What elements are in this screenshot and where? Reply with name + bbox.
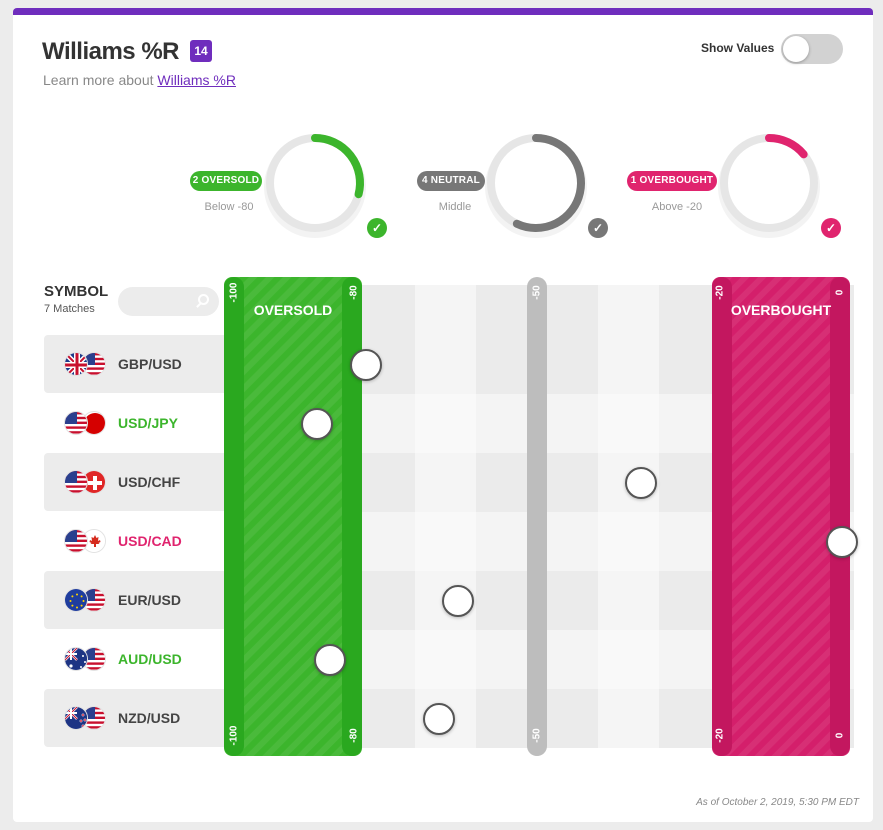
symbol-header: SYMBOL: [44, 283, 109, 300]
table-row[interactable]: AUD/USD: [44, 630, 224, 688]
search-icon[interactable]: [198, 294, 209, 305]
flag-pair: [64, 411, 108, 435]
tick-label-bottom: -100: [228, 725, 240, 746]
learn-more-text: Learn more about Williams %R: [43, 72, 236, 88]
flag-us-icon: [64, 411, 88, 435]
table-row[interactable]: NZD/USD: [44, 689, 224, 747]
symbol-search-input[interactable]: [118, 287, 219, 316]
pill-oversold: 2 OVERSOLD: [190, 171, 262, 191]
check-icon-oversold: ✓: [367, 218, 387, 238]
flag-pair: [64, 706, 108, 730]
ring-percent-value: 14: [752, 170, 777, 195]
tick-label-bottom: 0: [834, 732, 846, 739]
symbol-label[interactable]: EUR/USD: [118, 592, 182, 608]
value-marker[interactable]: [350, 348, 383, 381]
table-row[interactable]: USD/CAD: [44, 512, 224, 570]
zone-title-oversold: OVERSOLD: [253, 302, 333, 318]
page-title: Williams %R: [42, 38, 180, 65]
symbol-label[interactable]: USD/CAD: [118, 533, 182, 549]
table-row[interactable]: USD/JPY: [44, 394, 224, 452]
table-row[interactable]: EUR/USD: [44, 571, 224, 629]
symbol-label[interactable]: USD/CHF: [118, 474, 181, 490]
symbol-label[interactable]: NZD/USD: [118, 710, 181, 726]
ring-percent-value: 57: [519, 170, 544, 195]
flag-pair: [64, 352, 108, 376]
flag-us-icon: [64, 529, 88, 553]
percent-sign: %: [543, 173, 553, 185]
check-icon-overbought: ✓: [821, 218, 841, 238]
pill-neutral: 4 NEUTRAL: [417, 171, 485, 191]
table-row[interactable]: USD/CHF: [44, 453, 224, 511]
percent-sign: %: [322, 173, 332, 185]
flag-pair: [64, 647, 108, 671]
pill-overbought: 1 OVERBOUGHT: [627, 171, 717, 191]
show-values-toggle[interactable]: [781, 34, 843, 64]
tick-label-top: -100: [228, 282, 240, 303]
sub-overbought: Above -20: [651, 201, 703, 213]
flag-us-icon: [82, 647, 106, 671]
flag-eu-icon: [64, 588, 88, 612]
learn-more-prefix: Learn more about: [43, 72, 158, 88]
zone-title-overbought: OVERBOUGHT: [730, 302, 832, 318]
value-marker[interactable]: [301, 407, 334, 440]
value-marker[interactable]: [826, 525, 858, 558]
ring-percent-oversold: 29%: [265, 170, 365, 196]
tick-label-top: 0: [834, 289, 846, 296]
tick-label-bottom: -80: [348, 728, 360, 743]
tick-label-top: -20: [714, 285, 726, 300]
value-marker[interactable]: [313, 643, 346, 676]
ring-percent-neutral: 57%: [486, 170, 586, 196]
value-marker[interactable]: [423, 702, 456, 735]
tick-label-top: -80: [348, 285, 360, 300]
matches-count: 7 Matches: [44, 303, 95, 315]
flag-nz-icon: [64, 706, 88, 730]
flag-pair: [64, 470, 108, 494]
symbol-label[interactable]: GBP/USD: [118, 356, 182, 372]
percent-sign: %: [776, 173, 786, 185]
toggle-knob[interactable]: [783, 36, 809, 62]
learn-more-link[interactable]: Williams %R: [157, 72, 236, 88]
table-row[interactable]: GBP/USD: [44, 335, 224, 393]
symbol-label[interactable]: AUD/USD: [118, 651, 182, 667]
flag-gb-icon: [64, 352, 88, 376]
value-marker[interactable]: [441, 584, 474, 617]
ring-percent-overbought: 14%: [719, 170, 819, 196]
ring-percent-value: 29: [298, 170, 323, 195]
flag-au-icon: [64, 647, 88, 671]
sub-oversold: Below -80: [204, 201, 254, 213]
value-marker[interactable]: [624, 466, 657, 499]
show-values-label: Show Values: [701, 41, 775, 55]
as-of-timestamp: As of October 2, 2019, 5:30 PM EDT: [696, 797, 859, 808]
symbol-label[interactable]: USD/JPY: [118, 415, 178, 431]
sub-neutral: Middle: [438, 201, 472, 213]
tick-label-bottom: -20: [714, 728, 726, 743]
flag-pair: [64, 529, 108, 553]
check-icon-neutral: ✓: [588, 218, 608, 238]
tick-label-top: -50: [531, 285, 543, 300]
tick-label-bottom: -50: [531, 728, 543, 743]
flag-ca-icon: [82, 529, 106, 553]
flag-us-icon: [64, 470, 88, 494]
flag-pair: [64, 588, 108, 612]
period-badge: 14: [190, 40, 212, 62]
